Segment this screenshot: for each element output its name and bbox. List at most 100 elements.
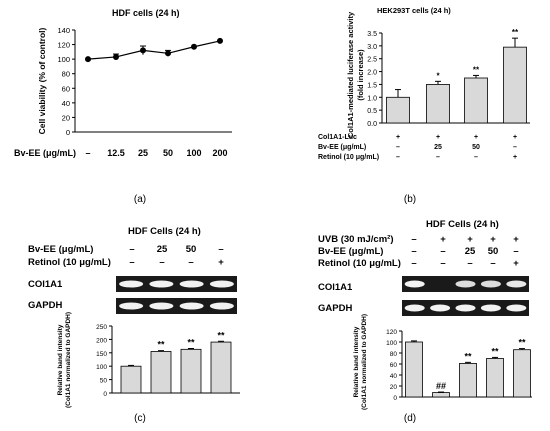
b-condition-cell: + — [513, 134, 517, 141]
b-significance-label: ** — [473, 65, 480, 74]
a-data-point — [165, 50, 171, 57]
d-bar — [405, 341, 423, 398]
d-condition-cell: – — [440, 258, 445, 269]
d-bar — [432, 392, 450, 398]
c-chart-title: HDF Cells (24 h) — [128, 226, 201, 237]
a-y-axis-tick-label: 120 — [57, 41, 70, 50]
c-condition-cell: – — [188, 257, 193, 268]
c-blot-gapdh-band — [209, 302, 234, 310]
d-y-axis-tick-label: 100 — [386, 340, 397, 347]
b-y-axis-tick-label: 3.0 — [367, 44, 377, 51]
d-blot-col1a1-band — [455, 280, 476, 288]
a-x-tick-label: 25 — [138, 148, 148, 158]
d-y-axis-label-2: (Col1A1 normalized to GAPDH) — [361, 314, 368, 410]
c-condition-label: Retinol (10 μg/mL) — [28, 257, 111, 268]
d-condition-cell: – — [411, 258, 416, 269]
d-condition-cell: + — [440, 234, 446, 245]
c-blot-label: GAPDH — [28, 300, 62, 311]
b-condition-cell: + — [513, 154, 517, 161]
d-y-axis-tick-label: 80 — [390, 351, 398, 358]
a-y-axis-tick-label: 40 — [62, 99, 70, 108]
d-blot-gapdh-band — [455, 304, 476, 312]
d-condition-cell: – — [411, 246, 416, 257]
c-y-axis-tick-label: 250 — [96, 324, 107, 331]
d-y-axis-tick-label: 20 — [390, 384, 398, 391]
c-condition-cell: – — [218, 244, 223, 255]
c-blot-gapdh-background — [116, 298, 237, 314]
d-panel-label: (d) — [404, 413, 416, 424]
a-series-line — [87, 40, 221, 60]
b-condition-cell: 50 — [472, 144, 480, 151]
c-blot-col1a1-band — [179, 280, 204, 288]
b-bar — [386, 96, 410, 124]
a-x-axis-label: Bv-EE (μg/mL) — [14, 148, 76, 158]
a-x-tick-label: 50 — [163, 148, 173, 158]
a-data-point — [140, 47, 146, 54]
b-y-axis-tick-label: 0.5 — [367, 108, 377, 115]
b-y-axis-tick-label: 1.5 — [367, 82, 377, 89]
c-y-axis-tick-label: 0 — [103, 391, 107, 398]
a-x-tick-label: 200 — [212, 148, 227, 158]
d-blot-col1a1-band — [404, 280, 425, 288]
c-panel-label: (c) — [134, 413, 146, 424]
c-y-axis-tick-label: 100 — [96, 364, 107, 371]
b-y-axis-tick-label: 1.0 — [367, 95, 377, 102]
a-data-point — [217, 37, 223, 44]
d-condition-cell: – — [490, 258, 495, 269]
d-condition-cell: – — [467, 258, 472, 269]
a-data-point — [113, 53, 119, 60]
b-condition-label: Col1A1-Luc — [318, 134, 357, 141]
b-condition-label: Bv-EE (μg/mL) — [318, 144, 366, 151]
d-condition-cell: + — [513, 258, 519, 269]
d-blot-label: COl1A1 — [318, 282, 353, 293]
d-blot-gapdh-band — [404, 304, 425, 312]
b-y-axis-label-2: (fold increase) — [356, 49, 365, 101]
b-condition-cell: – — [396, 144, 400, 151]
b-condition-cell: + — [474, 134, 478, 141]
d-y-axis-tick-label: 40 — [390, 373, 398, 380]
b-significance-label: ** — [512, 28, 519, 37]
b-condition-cell: – — [396, 154, 400, 161]
c-condition-cell: – — [129, 244, 134, 255]
b-condition-cell: + — [436, 134, 440, 141]
d-significance-label: ** — [464, 351, 472, 361]
c-condition-cell: 50 — [186, 244, 197, 255]
d-condition-label: Retinol (10 μg/mL) — [318, 258, 401, 269]
b-bar — [464, 77, 488, 124]
a-y-axis-tick-label: 140 — [57, 26, 70, 35]
b-condition-cell: – — [474, 154, 478, 161]
b-condition-cell: + — [396, 134, 400, 141]
d-condition-cell: + — [513, 234, 519, 245]
c-blot-gapdh-band — [119, 302, 144, 310]
d-condition-cell: + — [467, 234, 473, 245]
d-bar — [513, 349, 531, 398]
a-y-axis-label: Cell viability (% of control) — [37, 27, 47, 134]
d-y-axis-tick-label: 60 — [390, 362, 398, 369]
c-blot-gapdh-band — [179, 302, 204, 310]
b-panel-label: (b) — [404, 194, 416, 205]
a-y-axis-tick-label: 60 — [62, 84, 70, 93]
d-y-axis-tick-label: 120 — [386, 329, 397, 336]
d-significance-label: ## — [436, 381, 446, 391]
d-y-axis-tick-label: 0 — [393, 395, 397, 402]
b-condition-label: Retinol (10 μg/mL) — [318, 154, 379, 161]
a-x-tick-label: – — [85, 148, 90, 158]
c-bar — [150, 351, 172, 394]
d-blot-gapdh-band — [430, 304, 451, 312]
d-condition-cell: + — [490, 234, 496, 245]
c-bar — [180, 348, 202, 394]
d-bar — [459, 363, 477, 398]
a-x-tick-label: 100 — [186, 148, 201, 158]
b-y-axis-tick-label: 3.5 — [367, 31, 377, 38]
c-significance-label: ** — [157, 340, 165, 350]
c-blot-col1a1-band — [209, 280, 234, 288]
c-condition-label: Bv-EE (μg/mL) — [28, 244, 93, 255]
a-data-point — [85, 56, 91, 63]
b-significance-label: * — [436, 71, 440, 80]
b-condition-cell: – — [436, 154, 440, 161]
c-condition-cell: 25 — [157, 244, 168, 255]
b-y-axis-tick-label: 2.0 — [367, 70, 377, 77]
a-data-point — [191, 43, 197, 50]
d-condition-cell: – — [411, 234, 416, 245]
